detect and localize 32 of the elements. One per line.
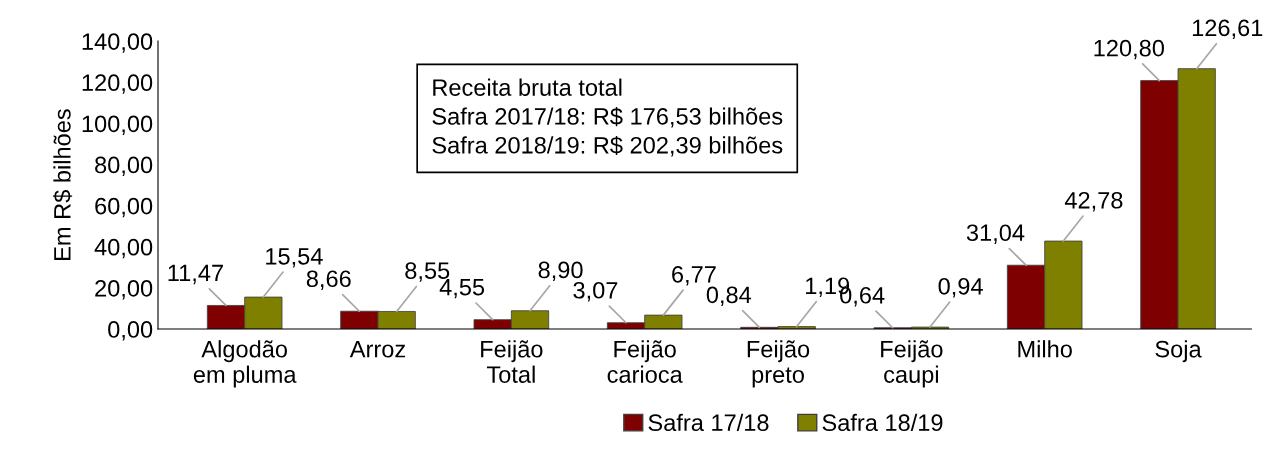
legend-label: Safra 18/19 bbox=[822, 413, 943, 432]
data-label: 8,90 bbox=[538, 261, 583, 282]
annotation: Receita bruta total Safra 2017/18: R$ 176,53 bilhões Safra 2018/19: R$ 202,39 bilhões bbox=[432, 78, 783, 157]
y-tick-label: 140,00 bbox=[82, 33, 153, 53]
x-tick-label: Soja bbox=[1155, 340, 1202, 363]
y-tick-label: 100,00 bbox=[82, 115, 153, 135]
y-tick-label: 60,00 bbox=[95, 197, 153, 218]
data-label: 8,66 bbox=[306, 270, 351, 290]
y-tick-label: 0,00 bbox=[108, 321, 153, 341]
y-axis-title: Em R$ bilhões bbox=[53, 109, 73, 260]
data-label: 120,80 bbox=[1094, 39, 1164, 60]
y-tick-label: 40,00 bbox=[94, 238, 153, 259]
x-tick-label: Feijão carioca bbox=[607, 340, 683, 383]
y-tick-label: 20,00 bbox=[95, 279, 153, 300]
x-tick-label: Algodão em pluma bbox=[193, 340, 297, 388]
data-label: 42,78 bbox=[1064, 191, 1123, 212]
y-tick-label: 120,00 bbox=[82, 74, 153, 94]
data-label: 15,54 bbox=[266, 248, 323, 268]
x-tick-label: Arroz bbox=[349, 341, 406, 358]
x-tick-label: Feijão Total bbox=[481, 340, 543, 383]
y-tick-label: 80,00 bbox=[95, 156, 153, 177]
data-label: 6,77 bbox=[672, 265, 716, 286]
data-label: 11,47 bbox=[168, 264, 223, 285]
data-label: 0,94 bbox=[938, 277, 983, 298]
data-label: 126,61 bbox=[1192, 19, 1263, 40]
data-label: 0,84 bbox=[706, 286, 752, 306]
x-tick-label: Feijão caupi bbox=[881, 340, 943, 388]
x-tick-label: Feijão preto bbox=[747, 340, 810, 388]
data-label: 3,07 bbox=[573, 281, 618, 302]
data-label: 31,04 bbox=[966, 224, 1025, 244]
x-tick-label: Milho bbox=[1018, 340, 1072, 358]
legend-label: Safra 17/18 bbox=[648, 413, 769, 432]
